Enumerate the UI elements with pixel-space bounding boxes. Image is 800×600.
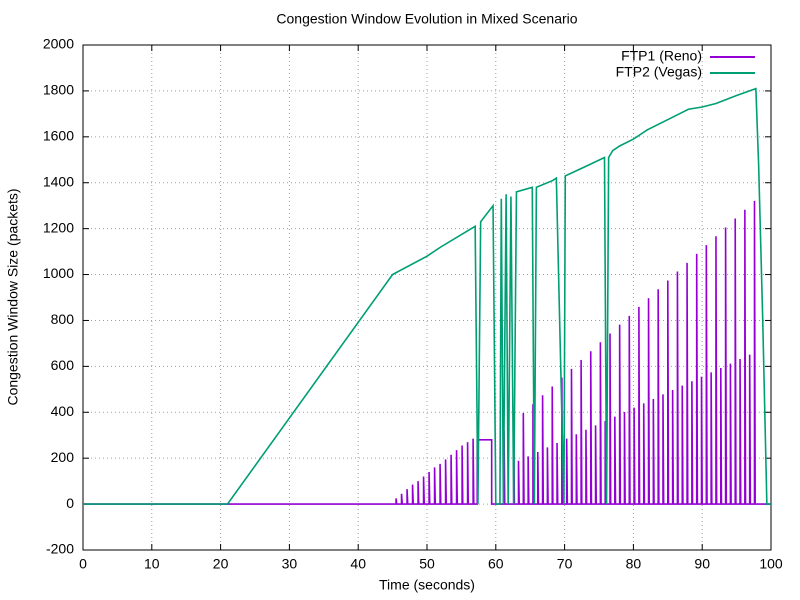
x-tick-label: 0 (79, 556, 87, 572)
x-tick-label: 70 (557, 556, 573, 572)
x-tick-label: 50 (419, 556, 435, 572)
x-tick-label: 100 (759, 556, 783, 572)
y-axis-title: Congestion Window Size (packets) (5, 188, 21, 405)
y-tick-label: 1800 (43, 82, 74, 98)
x-tick-label: 60 (488, 556, 504, 572)
y-tick-label: 2000 (43, 36, 74, 52)
y-tick-label: -200 (46, 541, 74, 557)
y-tick-label: 0 (66, 495, 74, 511)
y-tick-label: 1000 (43, 265, 74, 281)
y-tick-label: 600 (51, 357, 75, 373)
x-axis-title: Time (seconds) (379, 577, 475, 593)
legend-label: FTP2 (Vegas) (616, 64, 702, 80)
y-tick-label: 1200 (43, 219, 74, 235)
plot-border (82, 44, 772, 551)
y-tick-label: 800 (51, 311, 75, 327)
x-tick-label: 20 (213, 556, 229, 572)
legend-label: FTP1 (Reno) (621, 48, 702, 64)
y-tick-label: 1600 (43, 128, 74, 144)
x-tick-label: 80 (626, 556, 642, 572)
y-tick-label: 1400 (43, 173, 74, 189)
x-tick-label: 40 (350, 556, 366, 572)
series-line (83, 87, 771, 505)
y-tick-label: 400 (51, 403, 75, 419)
x-tick-label: 10 (144, 556, 160, 572)
series-line (83, 200, 771, 505)
chart-title: Congestion Window Evolution in Mixed Sce… (276, 11, 577, 27)
x-tick-label: 90 (694, 556, 710, 572)
x-tick-label: 30 (282, 556, 298, 572)
y-tick-label: 200 (51, 449, 75, 465)
